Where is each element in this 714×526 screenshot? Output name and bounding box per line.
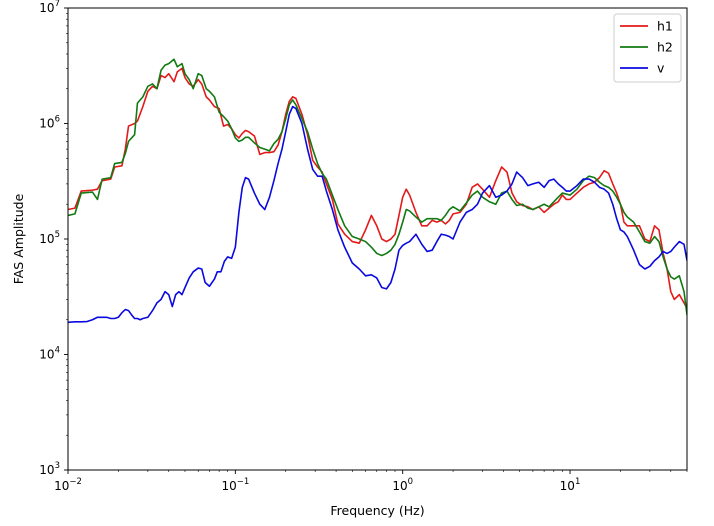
y-tick-label: 106 xyxy=(39,115,60,131)
y-tick-label: 107 xyxy=(39,0,60,15)
x-tick-label: 10−2 xyxy=(54,477,82,493)
y-axis-ticks: 103 104 105 106 107 xyxy=(39,0,68,477)
y-axis-label: FAS Amplitude xyxy=(11,193,26,284)
y-tick-label: 104 xyxy=(39,346,60,362)
series-line-h1 xyxy=(68,67,687,309)
x-tick-label: 10−1 xyxy=(221,477,249,493)
x-axis-label: Frequency (Hz) xyxy=(330,503,424,518)
x-axis-ticks: 10−2 10−1 100 101 xyxy=(54,470,580,493)
legend-label-h1: h1 xyxy=(657,19,673,34)
x-tick-label: 100 xyxy=(392,477,413,493)
legend-box xyxy=(613,13,682,83)
legend-label-v: v xyxy=(657,61,665,76)
x-tick-label: 101 xyxy=(560,477,581,493)
legend-label-h2: h2 xyxy=(657,40,673,55)
legend: h1 h2 v xyxy=(613,13,682,83)
y-tick-label: 105 xyxy=(39,230,60,246)
series-line-v xyxy=(68,105,687,324)
series-layer xyxy=(68,58,687,324)
y-tick-label: 103 xyxy=(39,461,60,477)
series-line-h2 xyxy=(68,58,687,316)
plot-area xyxy=(68,8,687,470)
plot-frame xyxy=(67,7,688,471)
